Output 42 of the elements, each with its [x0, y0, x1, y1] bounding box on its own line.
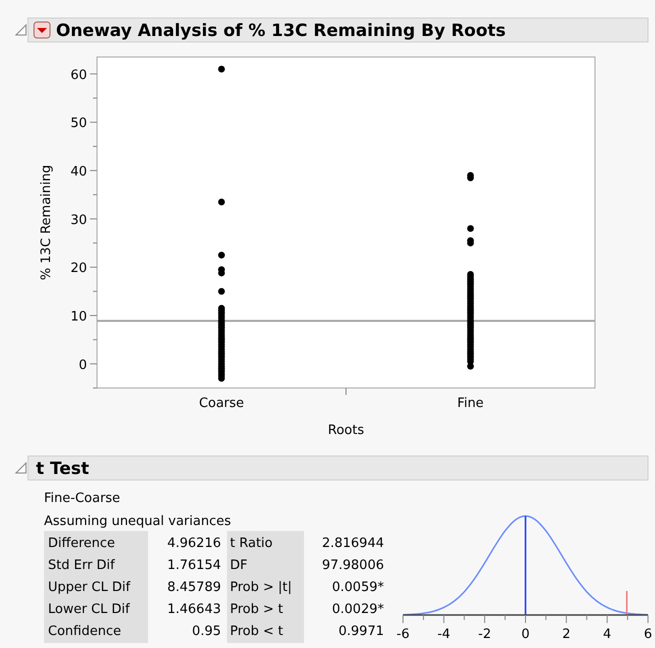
text: Prob < t	[230, 624, 284, 639]
text: t Ratio	[230, 536, 273, 551]
text: t Test	[36, 459, 90, 479]
x-tick-label: 6	[644, 627, 652, 642]
y-tick-label: 40	[70, 164, 87, 180]
y-tick-label: 60	[70, 68, 87, 83]
y-tick-label: 30	[70, 212, 87, 228]
y-tick-label: 0	[78, 358, 87, 373]
text: 97.98006	[322, 558, 384, 573]
text: Lower CL Dif	[48, 602, 130, 617]
text: 0.0029*	[332, 602, 384, 617]
text: Upper CL Dif	[48, 580, 131, 595]
y-tick-label: 10	[70, 310, 87, 325]
text: 0.0059*	[332, 580, 384, 595]
text: 4.96216	[167, 536, 221, 551]
x-tick-label: -4	[437, 627, 450, 642]
y-tick-label: 50	[70, 116, 87, 132]
x-tick-label: 2	[562, 627, 570, 642]
x-tick-label: -6	[396, 627, 410, 642]
text: 0.9971	[338, 624, 384, 639]
text: Fine-Coarse	[44, 491, 120, 506]
text: Prob > t	[230, 602, 284, 617]
text: 8.45789	[167, 580, 221, 595]
y-axis-title: % 13C Remaining	[39, 164, 54, 280]
x-tick-label: 4	[603, 627, 612, 642]
text: Confidence	[48, 624, 122, 639]
text: 0.95	[192, 624, 221, 639]
y-tick-label: 20	[70, 261, 87, 276]
text: 2.816944	[322, 536, 384, 551]
x-tick-label: 0	[521, 627, 530, 642]
text: Std Err Dif	[48, 558, 116, 573]
text: Assuming unequal variances	[44, 514, 232, 529]
text: Difference	[48, 536, 116, 551]
chart-title: Oneway Analysis of % 13C Remaining By Roots	[56, 21, 506, 41]
text: 1.76154	[167, 558, 221, 573]
text: DF	[230, 558, 248, 573]
x-tick-label: Coarse	[198, 396, 244, 411]
text: 1.46643	[167, 602, 221, 617]
x-tick-label: Fine	[457, 396, 484, 411]
x-axis-title: Roots	[328, 423, 364, 438]
text: Prob > |t|	[230, 580, 292, 595]
x-tick-label: -2	[478, 627, 492, 642]
